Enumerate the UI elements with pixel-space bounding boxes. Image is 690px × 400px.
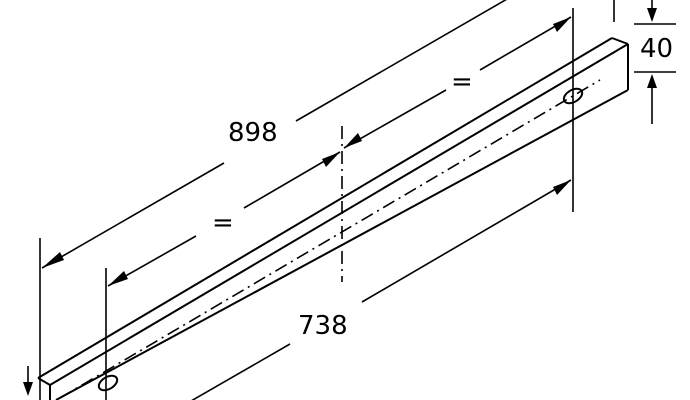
dimension-label-overall-length: 898 [228, 118, 278, 148]
dimension-label-height: 40 [640, 34, 673, 64]
dimension-line-898 [41, 0, 507, 269]
mounting-hole-left [97, 374, 119, 392]
mounting-hole-right [562, 87, 584, 105]
center-line [59, 79, 601, 399]
dimension-label-equal-left: = [212, 208, 234, 238]
dimension-line-738 [191, 179, 572, 400]
dimension-height-40 [634, 0, 676, 124]
dimension-line-equal-right [343, 16, 572, 149]
dimension-label-equal-right: = [451, 67, 473, 97]
dimension-label-hole-spacing: 738 [298, 311, 348, 341]
dimension-line-equal-left [107, 151, 341, 287]
left-height-arrow [23, 366, 33, 396]
